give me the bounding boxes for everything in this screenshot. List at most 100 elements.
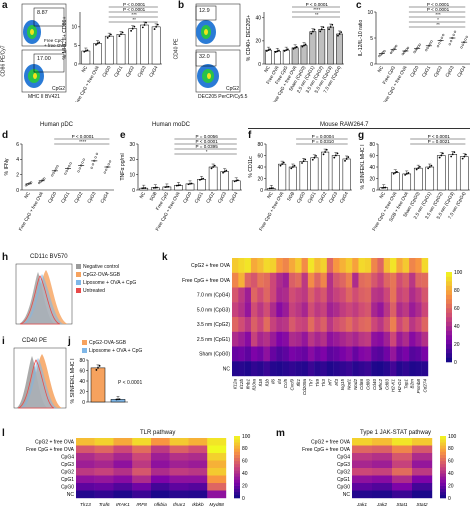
heatmap-cell <box>320 287 328 303</box>
x-tick-label: CpG0 <box>409 65 420 78</box>
row-label: Sham (CpG0) <box>199 352 230 358</box>
heatmap-cell <box>288 258 296 273</box>
flow-a-top-value: 8.87 <box>37 10 48 16</box>
row-label: CpG4 <box>337 455 350 461</box>
flow-a-bottom-value: 17.00 <box>37 56 51 62</box>
heatmap-cell <box>76 468 95 476</box>
y-axis-label: % SIINFEKL MHC I <box>70 358 76 403</box>
heatmap-cell <box>390 272 397 288</box>
heatmap-cell <box>263 258 271 273</box>
colorbar-segment <box>446 357 452 363</box>
x-tick-label: CpG2 <box>317 191 328 204</box>
heatmap-cell <box>421 331 429 347</box>
data-point <box>414 49 417 52</box>
data-point <box>392 172 395 175</box>
data-point <box>463 41 466 44</box>
data-point <box>313 156 316 159</box>
heatmap-cell <box>263 272 271 288</box>
data-point <box>440 36 444 39</box>
heatmap-cell <box>282 317 290 332</box>
heatmap-cell <box>188 468 208 476</box>
data-point <box>441 152 444 155</box>
column-label: Mhc2 <box>378 379 383 391</box>
colorbar-segment <box>234 436 240 440</box>
heatmap-cell <box>288 346 296 362</box>
p-value-label: P < 0.0001 <box>123 2 146 7</box>
colorbar-segment <box>234 463 240 468</box>
heatmap-cell <box>113 438 133 446</box>
legend-h-2: Liposome + OVA + CpG <box>83 280 137 286</box>
heatmap-cell <box>392 438 413 446</box>
data-point <box>294 46 297 49</box>
bar <box>436 155 446 191</box>
heatmap-cell <box>263 317 271 332</box>
heatmap-cell <box>314 317 321 332</box>
heatmap-cell <box>269 361 277 377</box>
data-point <box>461 157 464 160</box>
y-tick-label: 20 <box>369 176 375 182</box>
heatmap-cell <box>151 445 170 454</box>
column-label: Psmb8 <box>416 379 421 394</box>
p-value-label: P < 0.0001 <box>195 139 218 144</box>
data-point <box>202 177 205 180</box>
y-tick-label: 0 <box>372 188 375 194</box>
heatmap-cell <box>364 287 372 303</box>
y-tick-label: 60 <box>257 153 263 159</box>
heatmap-cell <box>396 346 403 362</box>
heatmap-cell <box>282 258 290 273</box>
data-point <box>453 30 457 33</box>
heatmap-cell <box>345 361 353 377</box>
heatmap-cell <box>244 258 252 273</box>
p-value-label: ** <box>132 17 136 22</box>
row-label: CpG0 <box>61 485 74 491</box>
heatmap-cell <box>250 302 258 318</box>
data-point <box>450 155 453 158</box>
data-point <box>156 186 158 189</box>
colorbar-segment <box>446 299 452 304</box>
data-point <box>95 152 98 155</box>
p-value-label: *** <box>435 12 441 17</box>
colorbar-segment <box>234 454 240 458</box>
heatmap-cell <box>132 475 152 484</box>
heatmap-cell <box>345 317 353 332</box>
column-label: Ifnb1 <box>245 379 250 390</box>
heatmap-cell <box>352 272 359 288</box>
bar <box>278 163 287 191</box>
heatmap-cell <box>188 475 208 484</box>
y-tick-label: 40 <box>255 16 261 22</box>
heatmap-cell <box>352 453 373 461</box>
heatmap-cell <box>282 287 290 303</box>
column-label: Isg15 <box>340 379 345 391</box>
data-point <box>324 151 327 153</box>
heatmap-cell <box>377 331 384 347</box>
heatmap-cell <box>295 346 302 362</box>
heatmap-cell <box>263 361 271 377</box>
colorbar-segment <box>234 479 240 483</box>
data-point <box>451 36 454 40</box>
heatmap-cell <box>377 258 384 273</box>
colorbar-segment <box>446 308 452 313</box>
column-label: Tap1 <box>403 379 408 389</box>
heatmap-cell <box>169 445 189 454</box>
colorbar-segment <box>446 335 452 340</box>
heatmap-cell <box>301 317 309 332</box>
colorbar-tick: 60 <box>454 306 460 312</box>
heatmap-cell <box>390 287 397 303</box>
heatmap-cell <box>383 258 391 273</box>
heatmap-cell <box>113 453 133 461</box>
heatmap-cell <box>358 302 365 318</box>
heatmap-cell <box>421 361 429 377</box>
row-label: Free CpG + free OVA <box>26 447 75 453</box>
panel-label-e: e <box>120 130 126 141</box>
panel-d: d 0 2 4 6% IFNγ NC Free CpG + free OVA CpG0 CpG… <box>0 130 118 248</box>
heatmap-cell <box>94 460 114 469</box>
data-point <box>179 184 181 187</box>
heatmap-cell <box>244 361 252 377</box>
data-point <box>292 47 295 50</box>
column-label: Jak1 <box>356 502 367 508</box>
data-point <box>55 167 58 170</box>
heatmap-cell <box>392 453 413 461</box>
heatmap-cell <box>301 361 309 377</box>
